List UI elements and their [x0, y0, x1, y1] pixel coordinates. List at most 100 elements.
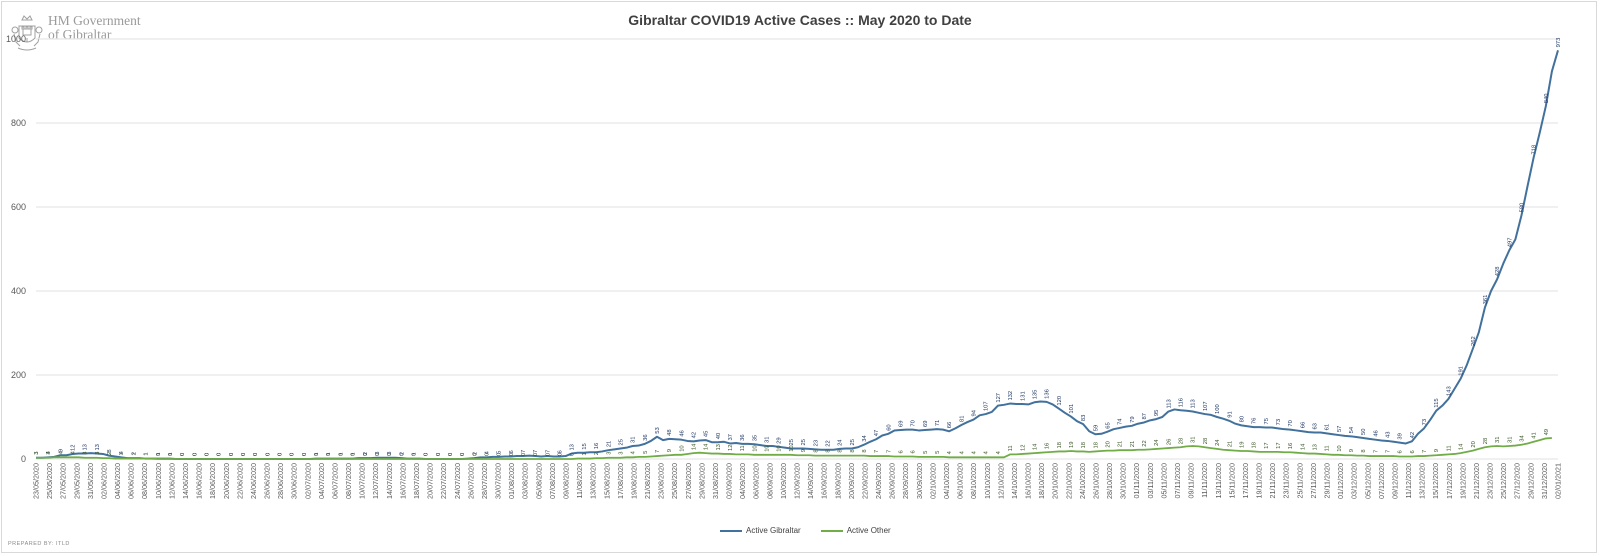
- data-label: 0: [229, 453, 235, 456]
- data-label: 70: [1288, 420, 1294, 426]
- x-tick-label: 08/09/2020: [765, 463, 774, 499]
- data-label: 13: [83, 444, 89, 450]
- data-label: 1: [131, 452, 137, 455]
- data-label: 4: [485, 450, 491, 454]
- data-label: 6: [899, 450, 905, 453]
- x-tick-label: 31/05/2020: [86, 463, 95, 499]
- x-tick-label: 03/12/2020: [1350, 463, 1359, 499]
- data-label: 10: [765, 445, 771, 451]
- data-label: 69: [923, 421, 929, 427]
- data-label: 0: [156, 453, 162, 456]
- data-label: 100: [1215, 404, 1221, 414]
- x-tick-label: 31/12/2020: [1540, 463, 1549, 499]
- data-label: 5: [923, 451, 929, 454]
- data-label: 0: [460, 453, 466, 456]
- x-tick-label: 11/12/2020: [1404, 463, 1413, 498]
- x-tick-label: 14/07/2020: [385, 463, 394, 499]
- data-label: 0: [217, 453, 223, 456]
- data-label: 18: [1081, 442, 1087, 448]
- x-tick-label: 19/12/2020: [1458, 463, 1467, 499]
- data-label: 87: [1142, 413, 1148, 419]
- data-label: 17: [1276, 442, 1282, 448]
- x-tick-label: 27/12/2020: [1513, 463, 1522, 499]
- data-label: 9: [1434, 449, 1440, 452]
- data-label: 14: [1032, 443, 1038, 450]
- data-label: 10: [789, 445, 795, 451]
- data-label: 0: [521, 453, 527, 456]
- data-label: 75: [1264, 418, 1270, 424]
- data-label: 0: [192, 453, 198, 456]
- x-tick-label: 22/09/2020: [860, 463, 869, 499]
- data-label: 17: [1264, 442, 1270, 448]
- x-tick-label: 05/11/2020: [1159, 463, 1168, 498]
- logo-line-1: HM Government: [48, 13, 141, 28]
- data-label: 132: [1008, 391, 1014, 401]
- x-tick-label: 08/07/2020: [344, 463, 353, 499]
- data-label: 136: [1045, 389, 1051, 399]
- x-tick-label: 13/08/2020: [589, 463, 598, 499]
- data-label: 4: [984, 450, 990, 454]
- data-label: 116: [1179, 398, 1185, 407]
- data-label: 0: [241, 453, 247, 456]
- data-label: 95: [1154, 410, 1160, 416]
- data-label: 6: [1410, 450, 1416, 453]
- data-label: 0: [180, 453, 186, 456]
- data-label: 4: [972, 450, 978, 454]
- data-label: 0: [424, 453, 430, 456]
- data-label: 50: [1361, 429, 1367, 435]
- data-label: 31: [1495, 437, 1501, 443]
- data-label: 4: [58, 450, 64, 454]
- x-tick-label: 18/06/2020: [208, 463, 217, 499]
- x-tick-label: 07/11/2020: [1173, 463, 1182, 498]
- data-label: 12: [728, 445, 734, 451]
- x-tick-label: 23/05/2020: [32, 463, 41, 499]
- data-label: 8: [107, 449, 113, 452]
- y-tick-label: 0: [21, 454, 26, 464]
- data-label: 1: [168, 452, 174, 455]
- x-tick-label: 28/10/2020: [1105, 463, 1114, 499]
- x-tick-label: 04/06/2020: [113, 463, 122, 499]
- data-label: 13: [1312, 444, 1318, 450]
- data-label: 8: [850, 449, 856, 452]
- data-label: 0: [485, 453, 491, 456]
- data-label: 8: [838, 449, 844, 452]
- data-label: 0: [436, 453, 442, 456]
- x-tick-label: 19/08/2020: [629, 463, 638, 499]
- data-label: 79: [1130, 416, 1136, 422]
- data-label: 7: [874, 450, 880, 453]
- data-label: 3: [618, 452, 624, 455]
- data-label: 0: [265, 453, 271, 456]
- x-tick-label: 16/06/2020: [195, 463, 204, 499]
- data-label: 61: [1325, 424, 1331, 430]
- data-label: 10: [1337, 445, 1343, 451]
- data-label: 0: [497, 453, 503, 456]
- data-label: 0: [545, 453, 551, 456]
- data-label: 4: [119, 450, 125, 454]
- data-label: 19: [1239, 442, 1245, 448]
- data-label: 20: [1471, 441, 1477, 447]
- x-tick-label: 10/09/2020: [779, 463, 788, 499]
- data-label: 4: [46, 450, 52, 454]
- x-tick-label: 06/09/2020: [752, 463, 761, 499]
- data-label: 1: [351, 452, 357, 455]
- data-label: 91: [1227, 411, 1233, 417]
- x-tick-label: 29/05/2020: [72, 463, 81, 499]
- data-label: 60: [886, 424, 892, 430]
- data-label: 3: [95, 452, 101, 455]
- data-label: 13: [716, 444, 722, 450]
- data-label: 36: [740, 434, 746, 440]
- data-label: 94: [972, 409, 978, 416]
- data-label: 7: [545, 450, 551, 453]
- series-line-active-gibraltar: [36, 50, 1559, 460]
- x-tick-label: 23/08/2020: [657, 463, 666, 499]
- series-lines: [36, 50, 1559, 460]
- data-label: 0: [314, 453, 320, 456]
- x-tick-label: 22/10/2020: [1064, 463, 1073, 499]
- x-tick-label: 18/07/2020: [412, 463, 421, 499]
- data-label: 2: [594, 452, 600, 455]
- y-tick-label: 200: [11, 370, 26, 380]
- data-label: 4: [947, 450, 953, 454]
- hm-government-logo: HM Government of Gibraltar: [10, 12, 141, 52]
- data-label: 9: [801, 449, 807, 452]
